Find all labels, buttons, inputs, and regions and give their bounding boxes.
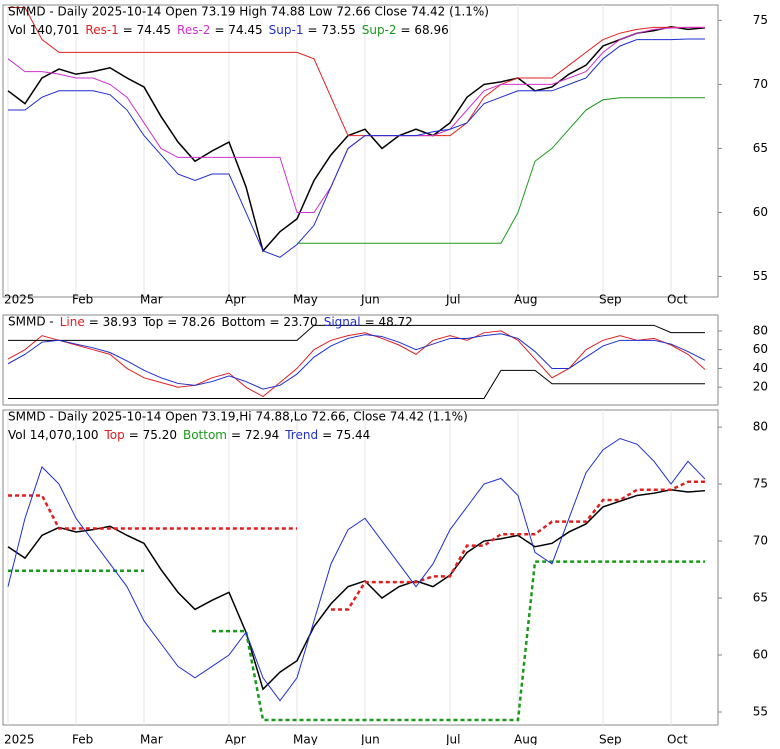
legend-value: = 68.96 <box>401 23 449 37</box>
subtitle-text: Vol 14,070,100 <box>8 428 98 442</box>
y-tick-label: 80 <box>753 323 768 337</box>
legend-name: Top <box>142 315 163 329</box>
x-tick-label: Feb <box>72 293 93 307</box>
chart-title: SMMD - Daily 2025-10-14 Open 73.19 High … <box>8 5 489 19</box>
legend-name: Sup-1 <box>269 23 304 37</box>
plot-frame <box>2 4 719 298</box>
series-line <box>7 330 706 398</box>
legend-name: Top <box>103 428 124 442</box>
series-line <box>7 437 706 702</box>
chart-title: SMMD - Daily 2025-10-14 Open 73.19,Hi 74… <box>8 410 468 424</box>
y-tick-label: 75 <box>753 13 768 27</box>
x-tick-label: Jun <box>360 293 380 307</box>
legend-name: Bottom <box>183 428 227 442</box>
plot-frame <box>2 409 719 726</box>
series-line <box>8 480 705 611</box>
legend-name: Sup-2 <box>362 23 397 37</box>
series-line <box>7 26 706 253</box>
legend-value: = 23.70 <box>269 315 317 329</box>
y-tick-label: 60 <box>753 342 768 356</box>
chart-title: SMMD - Line = 38.93 Top = 78.26 Bottom = 23.70… <box>8 315 413 329</box>
x-tick-label: Sep <box>599 293 622 307</box>
x-tick-label: 2025 <box>4 733 35 746</box>
series-line <box>297 97 705 244</box>
y-tick-label: 75 <box>753 477 768 491</box>
legend-name: Res-1 <box>85 23 118 37</box>
y-tick-label: 70 <box>753 77 768 91</box>
legend-value: = 74.45 <box>214 23 262 37</box>
y-tick-label: 60 <box>753 205 768 219</box>
legend-name: Line <box>60 315 85 329</box>
x-tick-label: Apr <box>225 293 246 307</box>
series-line <box>7 333 706 390</box>
x-tick-label: Oct <box>667 733 688 746</box>
series-line <box>7 26 705 213</box>
series-line <box>8 7 705 137</box>
x-tick-label: Jul <box>445 733 460 746</box>
subtitle-text: Vol 140,701 <box>8 23 79 37</box>
y-tick-label: 70 <box>753 534 768 548</box>
y-tick-label: 65 <box>753 591 768 605</box>
legend-value: = 78.26 <box>167 315 215 329</box>
y-tick-label: 60 <box>753 648 768 662</box>
series-line <box>8 560 705 722</box>
y-tick-label: 65 <box>753 141 768 155</box>
x-tick-label: Aug <box>514 293 537 307</box>
legend-name: Trend <box>284 428 318 442</box>
plot-frame <box>2 314 719 406</box>
y-tick-label: 80 <box>753 420 768 434</box>
legend-value: = 48.72 <box>365 315 413 329</box>
x-tick-label: Jun <box>360 733 380 746</box>
legend-value: = 38.93 <box>89 315 137 329</box>
series-line <box>8 369 705 399</box>
y-tick-label: 40 <box>753 361 768 375</box>
legend-name: Signal <box>324 315 361 329</box>
x-tick-label: Mar <box>140 733 163 746</box>
legend-name: Res-2 <box>177 23 210 37</box>
legend-value: = 73.55 <box>307 23 355 37</box>
x-tick-label: Jul <box>445 293 460 307</box>
series-line <box>7 489 706 691</box>
x-tick-label: Sep <box>599 733 622 746</box>
x-tick-label: Oct <box>667 293 688 307</box>
legend-name: Bottom <box>221 315 265 329</box>
legend-value: = 74.45 <box>123 23 171 37</box>
subtitle: Vol 140,701 Res-1 = 74.45 Res-2 = 74.45 Sup-1… <box>8 23 449 37</box>
y-tick-label: 55 <box>753 705 768 719</box>
x-tick-label: 2025 <box>4 293 35 307</box>
subtitle: Vol 14,070,100 Top = 75.20 Bottom = 72.94 Tre… <box>8 428 370 442</box>
x-tick-label: May <box>293 293 318 307</box>
y-tick-label: 55 <box>753 269 768 283</box>
x-tick-label: Feb <box>72 733 93 746</box>
x-tick-label: Aug <box>514 733 537 746</box>
series-line <box>8 38 705 258</box>
legend-value: = 72.94 <box>231 428 279 442</box>
x-tick-label: Mar <box>140 293 163 307</box>
legend-value: = 75.20 <box>129 428 177 442</box>
x-tick-label: May <box>293 733 318 746</box>
legend-value: = 75.44 <box>322 428 370 442</box>
y-tick-label: 20 <box>753 380 768 394</box>
x-tick-label: Apr <box>225 733 246 746</box>
series-line <box>8 324 705 341</box>
